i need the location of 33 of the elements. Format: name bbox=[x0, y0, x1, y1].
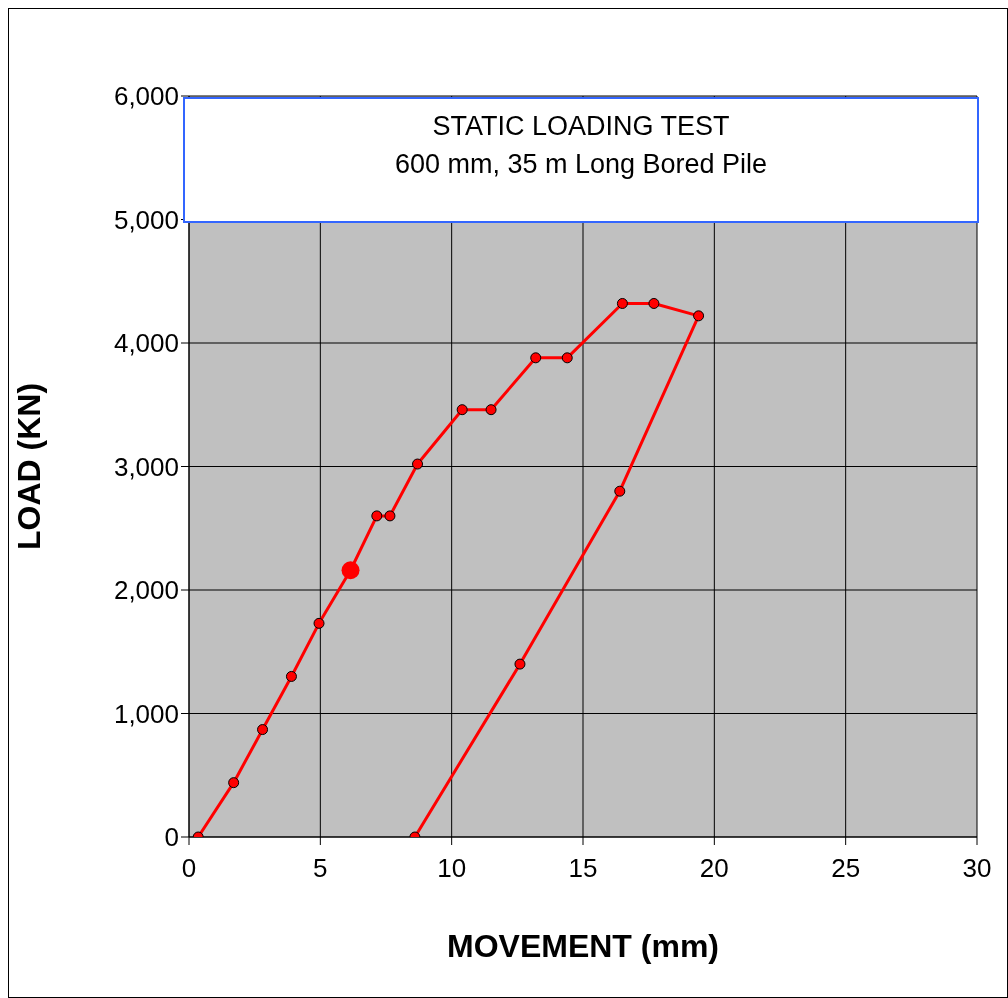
point bbox=[456, 404, 468, 416]
point bbox=[561, 352, 573, 364]
point bbox=[648, 297, 660, 309]
point bbox=[384, 510, 396, 522]
y-tick-label: 1,000 bbox=[113, 698, 179, 729]
point bbox=[616, 297, 628, 309]
point bbox=[614, 485, 626, 497]
point bbox=[341, 561, 360, 580]
x-tick-label: 20 bbox=[699, 853, 729, 884]
x-tick-label: 25 bbox=[831, 853, 861, 884]
point bbox=[693, 310, 705, 322]
y-tick-label: 5,000 bbox=[113, 204, 179, 235]
x-tick-label: 10 bbox=[437, 853, 467, 884]
point bbox=[412, 458, 424, 470]
title-frame: STATIC LOADING TEST 600 mm, 35 m Long Bored Pile bbox=[183, 97, 979, 223]
y-tick-label: 0 bbox=[164, 822, 179, 853]
point bbox=[371, 510, 383, 522]
point bbox=[228, 777, 240, 789]
x-axis-title: MOVEMENT (mm) bbox=[447, 928, 719, 964]
point bbox=[514, 658, 526, 670]
y-axis-title: LOAD (KN) bbox=[11, 382, 48, 551]
point bbox=[285, 670, 297, 682]
x-tick-label: 5 bbox=[313, 853, 328, 884]
point bbox=[313, 617, 325, 629]
point bbox=[257, 724, 269, 736]
x-tick-label: 30 bbox=[962, 853, 992, 884]
y-tick-label: 2,000 bbox=[113, 575, 179, 606]
y-tick-label: 4,000 bbox=[113, 328, 179, 359]
point bbox=[485, 404, 497, 416]
x-tick-label: 15 bbox=[568, 853, 598, 884]
point bbox=[530, 352, 542, 364]
y-tick-label: 6,000 bbox=[113, 81, 179, 112]
y-tick-label: 3,000 bbox=[113, 451, 179, 482]
